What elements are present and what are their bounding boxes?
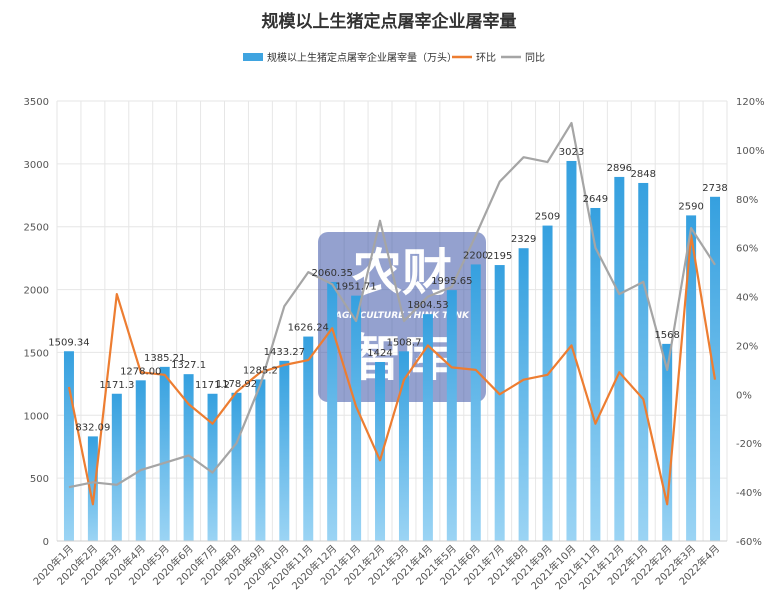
bar (638, 182, 649, 542)
bar (279, 360, 290, 541)
bar-data-label: 2329 (511, 234, 536, 245)
bar (159, 366, 170, 541)
bar-data-label: 1424 (367, 348, 392, 359)
bar (63, 351, 74, 541)
bar-data-label: 2738 (702, 183, 727, 194)
bar-data-label: 1278.00 (120, 366, 161, 377)
bar (614, 176, 625, 541)
bar-data-label: 1385.21 (144, 353, 185, 364)
y-left-tick-label: 3500 (24, 97, 49, 108)
bar-data-label: 2195 (487, 251, 512, 262)
bar (135, 380, 146, 541)
line-mom (67, 234, 717, 506)
line-series (67, 121, 717, 506)
bar (207, 393, 218, 541)
legend-bar-swatch (243, 53, 263, 61)
bar (470, 264, 481, 541)
bar-data-label: 1509.34 (48, 337, 89, 348)
bar-data-label: 3023 (559, 147, 584, 158)
bar (375, 361, 386, 541)
bar-data-label: 1433.27 (264, 347, 305, 358)
bar (87, 436, 98, 541)
bar-data-label: 1995.65 (431, 276, 472, 287)
y-right-tick-label: -20% (736, 439, 762, 450)
bar-data-label: 1171.2 (195, 380, 230, 391)
y-left-tick-label: 2500 (24, 223, 49, 234)
bar (518, 248, 529, 541)
y-axis-left: 0 500 1000 1500 2000 2500 3000 3500 (24, 97, 49, 548)
y-right-tick-label: 0% (736, 390, 752, 401)
y-left-tick-label: 3000 (24, 160, 49, 171)
legend-bar-label: 规模以上生猪定点屠宰企业屠宰量（万头） (267, 51, 457, 64)
bar (303, 336, 314, 541)
bar (255, 379, 266, 541)
y-right-tick-label: 60% (736, 244, 758, 255)
bar-data-label: 2848 (631, 169, 656, 180)
bar-data-label: 1171.3 (99, 380, 134, 391)
bar (542, 225, 553, 541)
bar-data-label: 1804.53 (407, 300, 448, 311)
bar (686, 215, 697, 541)
y-right-tick-label: 120% (736, 97, 765, 108)
bar (398, 351, 409, 541)
bar-data-label: 1285.2 (243, 365, 278, 376)
y-right-tick-label: 20% (736, 341, 758, 352)
y-right-tick-label: 40% (736, 293, 758, 304)
bar-data-label: 1568 (654, 330, 679, 341)
bar-data-label: 2200 (463, 250, 488, 261)
bar-data-label: 1951.71 (335, 282, 376, 293)
bar-data-label: 2060.35 (311, 268, 352, 279)
line-yoy (68, 121, 716, 489)
bar (351, 295, 362, 541)
bar-data-label: 1327.1 (171, 360, 206, 371)
y-left-tick-label: 1500 (24, 348, 49, 359)
bar (231, 392, 242, 541)
bar-data-label: 832.09 (75, 422, 110, 433)
chart-title: 规模以上生猪定点屠宰企业屠宰量 (262, 11, 517, 32)
bar (590, 207, 601, 542)
bar-data-label: 2590 (678, 201, 703, 212)
y-left-tick-label: 0 (43, 537, 49, 548)
bar (710, 196, 721, 541)
y-right-tick-label: -60% (736, 537, 762, 548)
bar-data-label: 2509 (535, 212, 560, 223)
legend-mom-label: 环比 (476, 52, 496, 64)
bar-data-label: 1626.24 (288, 323, 329, 334)
bar (422, 314, 433, 541)
x-axis: 2020年1月2020年2月2020年3月2020年4月2020年5月2020年… (30, 540, 727, 592)
legend-yoy-label: 同比 (525, 52, 545, 64)
y-left-tick-label: 500 (30, 474, 49, 485)
bar (327, 281, 338, 541)
legend: 规模以上生猪定点屠宰企业屠宰量（万头） 环比 同比 (243, 51, 545, 64)
bar-data-label: 1508.7 (386, 337, 421, 348)
bar-data-label: 2896 (607, 163, 632, 174)
y-right-tick-label: -40% (736, 488, 762, 499)
y-right-tick-label: 100% (736, 146, 765, 157)
y-left-tick-label: 2000 (24, 286, 49, 297)
bar (183, 374, 194, 541)
bar-series (63, 160, 721, 542)
bar (111, 393, 122, 541)
bar-data-label: 1178.92 (216, 379, 257, 390)
bar-data-label: 2649 (583, 194, 608, 205)
bar (446, 290, 457, 541)
bar (566, 160, 577, 542)
bar (494, 265, 505, 541)
y-right-tick-label: 80% (736, 195, 758, 206)
y-axis-right: -60% -40% -20% 0% 20% 40% 60% 80% 100% 120% (736, 97, 765, 548)
y-left-tick-label: 1000 (24, 411, 49, 422)
bar (662, 343, 673, 541)
